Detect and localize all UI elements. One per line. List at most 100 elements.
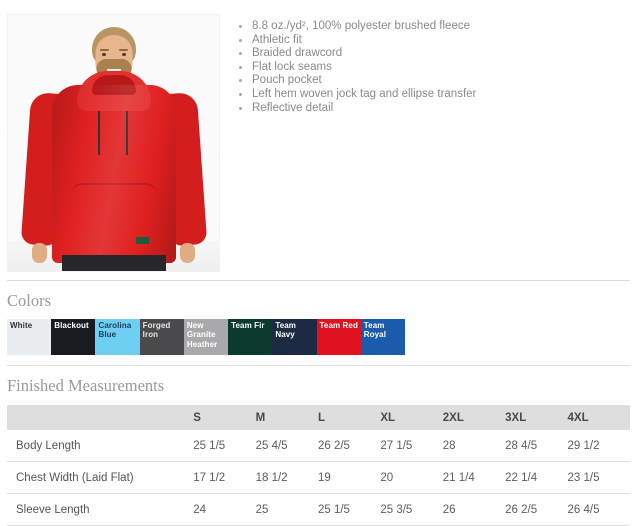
- table-body: Body Length 25 1/5 25 4/5 26 2/5 27 1/5 …: [7, 430, 630, 526]
- color-swatch-blackout[interactable]: Blackout: [51, 319, 96, 355]
- column-header-4xl: 4XL: [567, 405, 630, 430]
- product-features-list: 8.8 oz./yd², 100% polyester brushed flee…: [238, 20, 637, 115]
- cell-value: 25 3/5: [380, 493, 443, 526]
- cell-value: 21 1/4: [442, 461, 506, 494]
- table-row: Chest Width (Laid Flat) 17 1/2 18 1/2 19…: [7, 461, 630, 494]
- bullet-icon: [239, 106, 242, 110]
- list-item: Flat lock seams: [238, 61, 637, 75]
- column-header-s: S: [193, 405, 256, 430]
- feature-text: Braided drawcord: [252, 47, 343, 60]
- row-label: Body Length: [7, 430, 194, 462]
- color-swatch-label: Team Fir: [231, 321, 265, 330]
- bullet-icon: [239, 79, 242, 83]
- cell-value: 22 1/4: [505, 461, 568, 494]
- product-photo-illustration: [8, 15, 219, 271]
- feature-text: 8.8 oz./yd², 100% polyester brushed flee…: [252, 20, 470, 32]
- color-swatch-team-red[interactable]: Team Red: [316, 319, 361, 355]
- column-header-m: M: [255, 405, 318, 430]
- cell-value: 25: [255, 493, 318, 526]
- bullet-icon: [239, 25, 242, 28]
- color-swatch-team-navy[interactable]: Team Navy: [272, 319, 317, 355]
- cell-value: 18 1/2: [255, 461, 318, 494]
- cell-value: 25 4/5: [255, 430, 318, 462]
- hoodie-drawcord-left: [97, 111, 100, 155]
- hoodie-pouch-pocket: [71, 183, 156, 221]
- cell-value: 28 4/5: [505, 430, 568, 462]
- table-head: S M L XL 2XL 3XL 4XL: [7, 405, 630, 430]
- hoodie-drawcord-right: [125, 111, 128, 155]
- cell-value: 24: [193, 493, 256, 526]
- cell-value: 29 1/2: [567, 430, 630, 462]
- table-header-row: S M L XL 2XL 3XL 4XL: [7, 405, 630, 430]
- row-label: Sleeve Length: [7, 493, 194, 526]
- color-swatch-label: White: [10, 321, 33, 330]
- color-swatch-label: New Granite Heather: [186, 321, 218, 349]
- measurements-heading: Finished Measurements: [7, 376, 165, 395]
- column-header-3xl: 3XL: [505, 405, 568, 430]
- bullet-icon: [239, 52, 242, 56]
- cell-value: 25 1/5: [317, 493, 381, 526]
- section-divider: [7, 280, 630, 281]
- section-divider: [7, 365, 630, 366]
- measurements-table: S M L XL 2XL 3XL 4XL Body Length 25 1/5 …: [7, 405, 630, 526]
- column-header-xl: XL: [380, 405, 443, 430]
- cell-value: 26 2/5: [505, 493, 568, 526]
- column-header-l: L: [317, 405, 381, 430]
- measurements-table-wrap: S M L XL 2XL 3XL 4XL Body Length 25 1/5 …: [7, 405, 630, 526]
- hoodie-body: [51, 85, 176, 263]
- color-swatch-white[interactable]: White: [7, 319, 52, 355]
- product-detail-page: 8.8 oz./yd², 100% polyester brushed flee…: [7, 14, 637, 526]
- model-eyebrow-left: [99, 49, 109, 51]
- color-swatch-label: Team Royal: [363, 321, 387, 340]
- color-swatch-label: Team Navy: [275, 321, 297, 340]
- column-header-blank: [7, 405, 194, 430]
- cell-value: 26 2/5: [317, 430, 381, 462]
- cell-value: 27 1/5: [380, 430, 443, 462]
- cell-value: 20: [380, 461, 443, 494]
- row-label: Chest Width (Laid Flat): [7, 461, 194, 494]
- model-eye-left: [101, 53, 106, 56]
- list-item: 8.8 oz./yd², 100% polyester brushed flee…: [238, 20, 637, 34]
- color-swatch-row: White Blackout Carolina Blue Forged Iron…: [7, 319, 405, 355]
- bullet-icon: [239, 38, 242, 42]
- feature-text: Athletic fit: [252, 33, 302, 46]
- color-swatch-label: Team Red: [319, 321, 358, 330]
- list-item: Pouch pocket: [238, 74, 637, 88]
- table-row: Body Length 25 1/5 25 4/5 26 2/5 27 1/5 …: [7, 430, 630, 462]
- cell-value: 23 1/5: [567, 461, 630, 494]
- color-swatch-label: Carolina Blue: [98, 321, 132, 340]
- bullet-icon: [239, 92, 242, 96]
- model-pants: [61, 255, 166, 271]
- color-swatch-team-fir[interactable]: Team Fir: [228, 319, 273, 355]
- product-image[interactable]: [7, 14, 220, 272]
- color-swatch-forged-iron[interactable]: Forged Iron: [139, 319, 184, 355]
- model-eyebrow-right: [118, 49, 128, 51]
- feature-text: Flat lock seams: [252, 60, 332, 73]
- colors-heading: Colors: [7, 291, 52, 310]
- model-hand-right: [179, 243, 195, 263]
- color-swatch-label: Blackout: [54, 321, 89, 330]
- cell-value: 25 1/5: [193, 430, 256, 462]
- cell-value: 28: [442, 430, 506, 462]
- list-item: Braided drawcord: [238, 47, 637, 61]
- column-header-2xl: 2XL: [442, 405, 506, 430]
- measurements-section: Finished Measurements S M L XL 2XL 3XL: [0, 365, 637, 526]
- bullet-icon: [239, 65, 242, 69]
- hoodie-jock-tag: [135, 237, 149, 244]
- cell-value: 19: [317, 461, 381, 494]
- hoodie-hood-opening: [91, 75, 136, 95]
- feature-text: Left hem woven jock tag and ellipse tran…: [252, 87, 477, 100]
- list-item: Athletic fit: [238, 34, 637, 48]
- hoodie-shading: [51, 85, 176, 263]
- table-row: Sleeve Length 24 25 25 1/5 25 3/5 26 26 …: [7, 493, 630, 526]
- cell-value: 17 1/2: [193, 461, 256, 494]
- product-overview-section: 8.8 oz./yd², 100% polyester brushed flee…: [7, 14, 637, 272]
- color-swatch-team-royal[interactable]: Team Royal: [360, 319, 405, 355]
- model-eye-right: [121, 53, 126, 56]
- color-swatch-label: Forged Iron: [142, 321, 171, 340]
- model-hand-left: [31, 243, 47, 263]
- list-item: Reflective detail: [238, 102, 637, 116]
- color-swatch-new-granite-heather[interactable]: New Granite Heather: [183, 319, 229, 355]
- color-swatch-carolina-blue[interactable]: Carolina Blue: [95, 319, 140, 355]
- feature-text: Reflective detail: [252, 101, 334, 114]
